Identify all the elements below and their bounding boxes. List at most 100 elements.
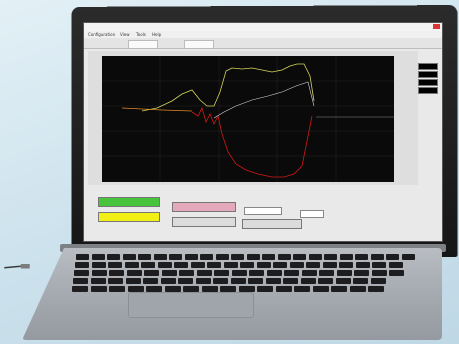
keyboard-key[interactable]: [336, 270, 352, 276]
keyboard-key[interactable]: [401, 254, 415, 260]
keyboard-key[interactable]: [195, 278, 211, 284]
keyboard-key[interactable]: [72, 286, 88, 292]
keyboard-key[interactable]: [126, 270, 142, 276]
keyboard-key[interactable]: [331, 286, 347, 292]
menu-item-2[interactable]: Tools: [136, 32, 146, 37]
keyboard-key[interactable]: [230, 278, 246, 284]
keyboard-key[interactable]: [109, 286, 125, 292]
keyboard-key[interactable]: [277, 254, 291, 260]
keyboard-key[interactable]: [160, 278, 176, 284]
gray-button-2[interactable]: [242, 219, 302, 229]
keyboard-key[interactable]: [388, 262, 403, 268]
menu-item-1[interactable]: View: [120, 32, 130, 37]
keyboard-key[interactable]: [164, 286, 181, 292]
keyboard-key[interactable]: [262, 254, 275, 260]
keyboard-key[interactable]: [200, 254, 213, 260]
keyboard-key[interactable]: [153, 254, 167, 260]
keyboard-key[interactable]: [141, 262, 155, 268]
keyboard-key[interactable]: [75, 262, 89, 268]
keyboard-key[interactable]: [256, 262, 271, 268]
keyboard-key[interactable]: [284, 270, 299, 276]
keyboard-key[interactable]: [157, 262, 172, 268]
keyboard-key[interactable]: [372, 262, 386, 268]
keyboard-key[interactable]: [169, 254, 182, 260]
keyboard-key[interactable]: [370, 254, 384, 260]
keyboard-key[interactable]: [201, 286, 218, 292]
keyboard-key[interactable]: [300, 278, 316, 284]
close-button[interactable]: [433, 24, 440, 29]
field-input-2[interactable]: [300, 210, 324, 218]
keyboard-key[interactable]: [76, 254, 89, 260]
keyboard-key[interactable]: [223, 262, 238, 268]
keyboard-key[interactable]: [90, 286, 107, 292]
keyboard-key[interactable]: [370, 278, 386, 284]
keyboard-key[interactable]: [108, 262, 122, 268]
keyboard-key[interactable]: [273, 262, 287, 268]
keyboard-key[interactable]: [91, 254, 105, 260]
tab-1[interactable]: [184, 40, 214, 49]
keyboard-key[interactable]: [371, 270, 387, 276]
pink-button[interactable]: [172, 202, 236, 212]
keyboard-key[interactable]: [213, 278, 228, 284]
field-input-1[interactable]: [244, 207, 282, 215]
keyboard-key[interactable]: [231, 254, 244, 260]
keyboard-key[interactable]: [257, 286, 273, 292]
keyboard-key[interactable]: [146, 286, 162, 292]
keyboard-key[interactable]: [248, 278, 263, 284]
keyboard-key[interactable]: [349, 286, 366, 292]
keyboard-key[interactable]: [249, 270, 264, 276]
keyboard-key[interactable]: [283, 278, 298, 284]
keyboard-key[interactable]: [289, 262, 304, 268]
keyboard-key[interactable]: [339, 254, 353, 260]
keyboard-key[interactable]: [125, 278, 141, 284]
keyboard-key[interactable]: [246, 254, 260, 260]
green-button[interactable]: [98, 197, 160, 207]
keyboard-key[interactable]: [266, 270, 282, 276]
keyboard-key[interactable]: [207, 262, 221, 268]
keyboard-key[interactable]: [122, 254, 136, 260]
keyboard-key[interactable]: [183, 286, 199, 292]
keyboard-key[interactable]: [184, 254, 198, 260]
keyboard-key[interactable]: [174, 262, 188, 268]
keyboard-key[interactable]: [312, 286, 329, 292]
keyboard-key[interactable]: [109, 270, 124, 276]
keyboard-key[interactable]: [90, 278, 106, 284]
keyboard-key[interactable]: [190, 262, 205, 268]
keyboard-key[interactable]: [91, 270, 107, 276]
keyboard-key[interactable]: [124, 262, 139, 268]
keyboard-key[interactable]: [215, 254, 229, 260]
keyboard-key[interactable]: [293, 254, 306, 260]
menu-item-0[interactable]: Configuration: [88, 32, 116, 37]
keyboard-key[interactable]: [324, 254, 337, 260]
keyboard-key[interactable]: [231, 270, 247, 276]
keyboard-key[interactable]: [265, 278, 281, 284]
keyboard-key[interactable]: [161, 270, 177, 276]
keyboard-key[interactable]: [138, 254, 151, 260]
tab-0[interactable]: [128, 40, 158, 49]
keyboard-key[interactable]: [308, 254, 322, 260]
keyboard-key[interactable]: [335, 278, 351, 284]
yellow-button[interactable]: [98, 212, 160, 222]
gray-button-1[interactable]: [172, 217, 236, 227]
keyboard-key[interactable]: [368, 286, 384, 292]
keyboard-key[interactable]: [386, 254, 399, 260]
keyboard-key[interactable]: [179, 270, 194, 276]
keyboard-key[interactable]: [294, 286, 310, 292]
keyboard-key[interactable]: [214, 270, 229, 276]
keyboard-key[interactable]: [73, 278, 88, 284]
keyboard-key[interactable]: [306, 262, 320, 268]
keyboard-key[interactable]: [220, 286, 236, 292]
keyboard-key[interactable]: [143, 278, 158, 284]
keyboard-key[interactable]: [91, 262, 106, 268]
touchpad[interactable]: [128, 292, 254, 318]
keyboard-key[interactable]: [196, 270, 212, 276]
keyboard-key[interactable]: [353, 278, 368, 284]
keyboard-key[interactable]: [178, 278, 193, 284]
keyboard-key[interactable]: [238, 286, 255, 292]
keyboard-key[interactable]: [240, 262, 254, 268]
keyboard-key[interactable]: [389, 270, 404, 276]
keyboard-key[interactable]: [319, 270, 334, 276]
keyboard-key[interactable]: [355, 262, 370, 268]
keyboard-key[interactable]: [318, 278, 333, 284]
keyboard-key[interactable]: [301, 270, 317, 276]
